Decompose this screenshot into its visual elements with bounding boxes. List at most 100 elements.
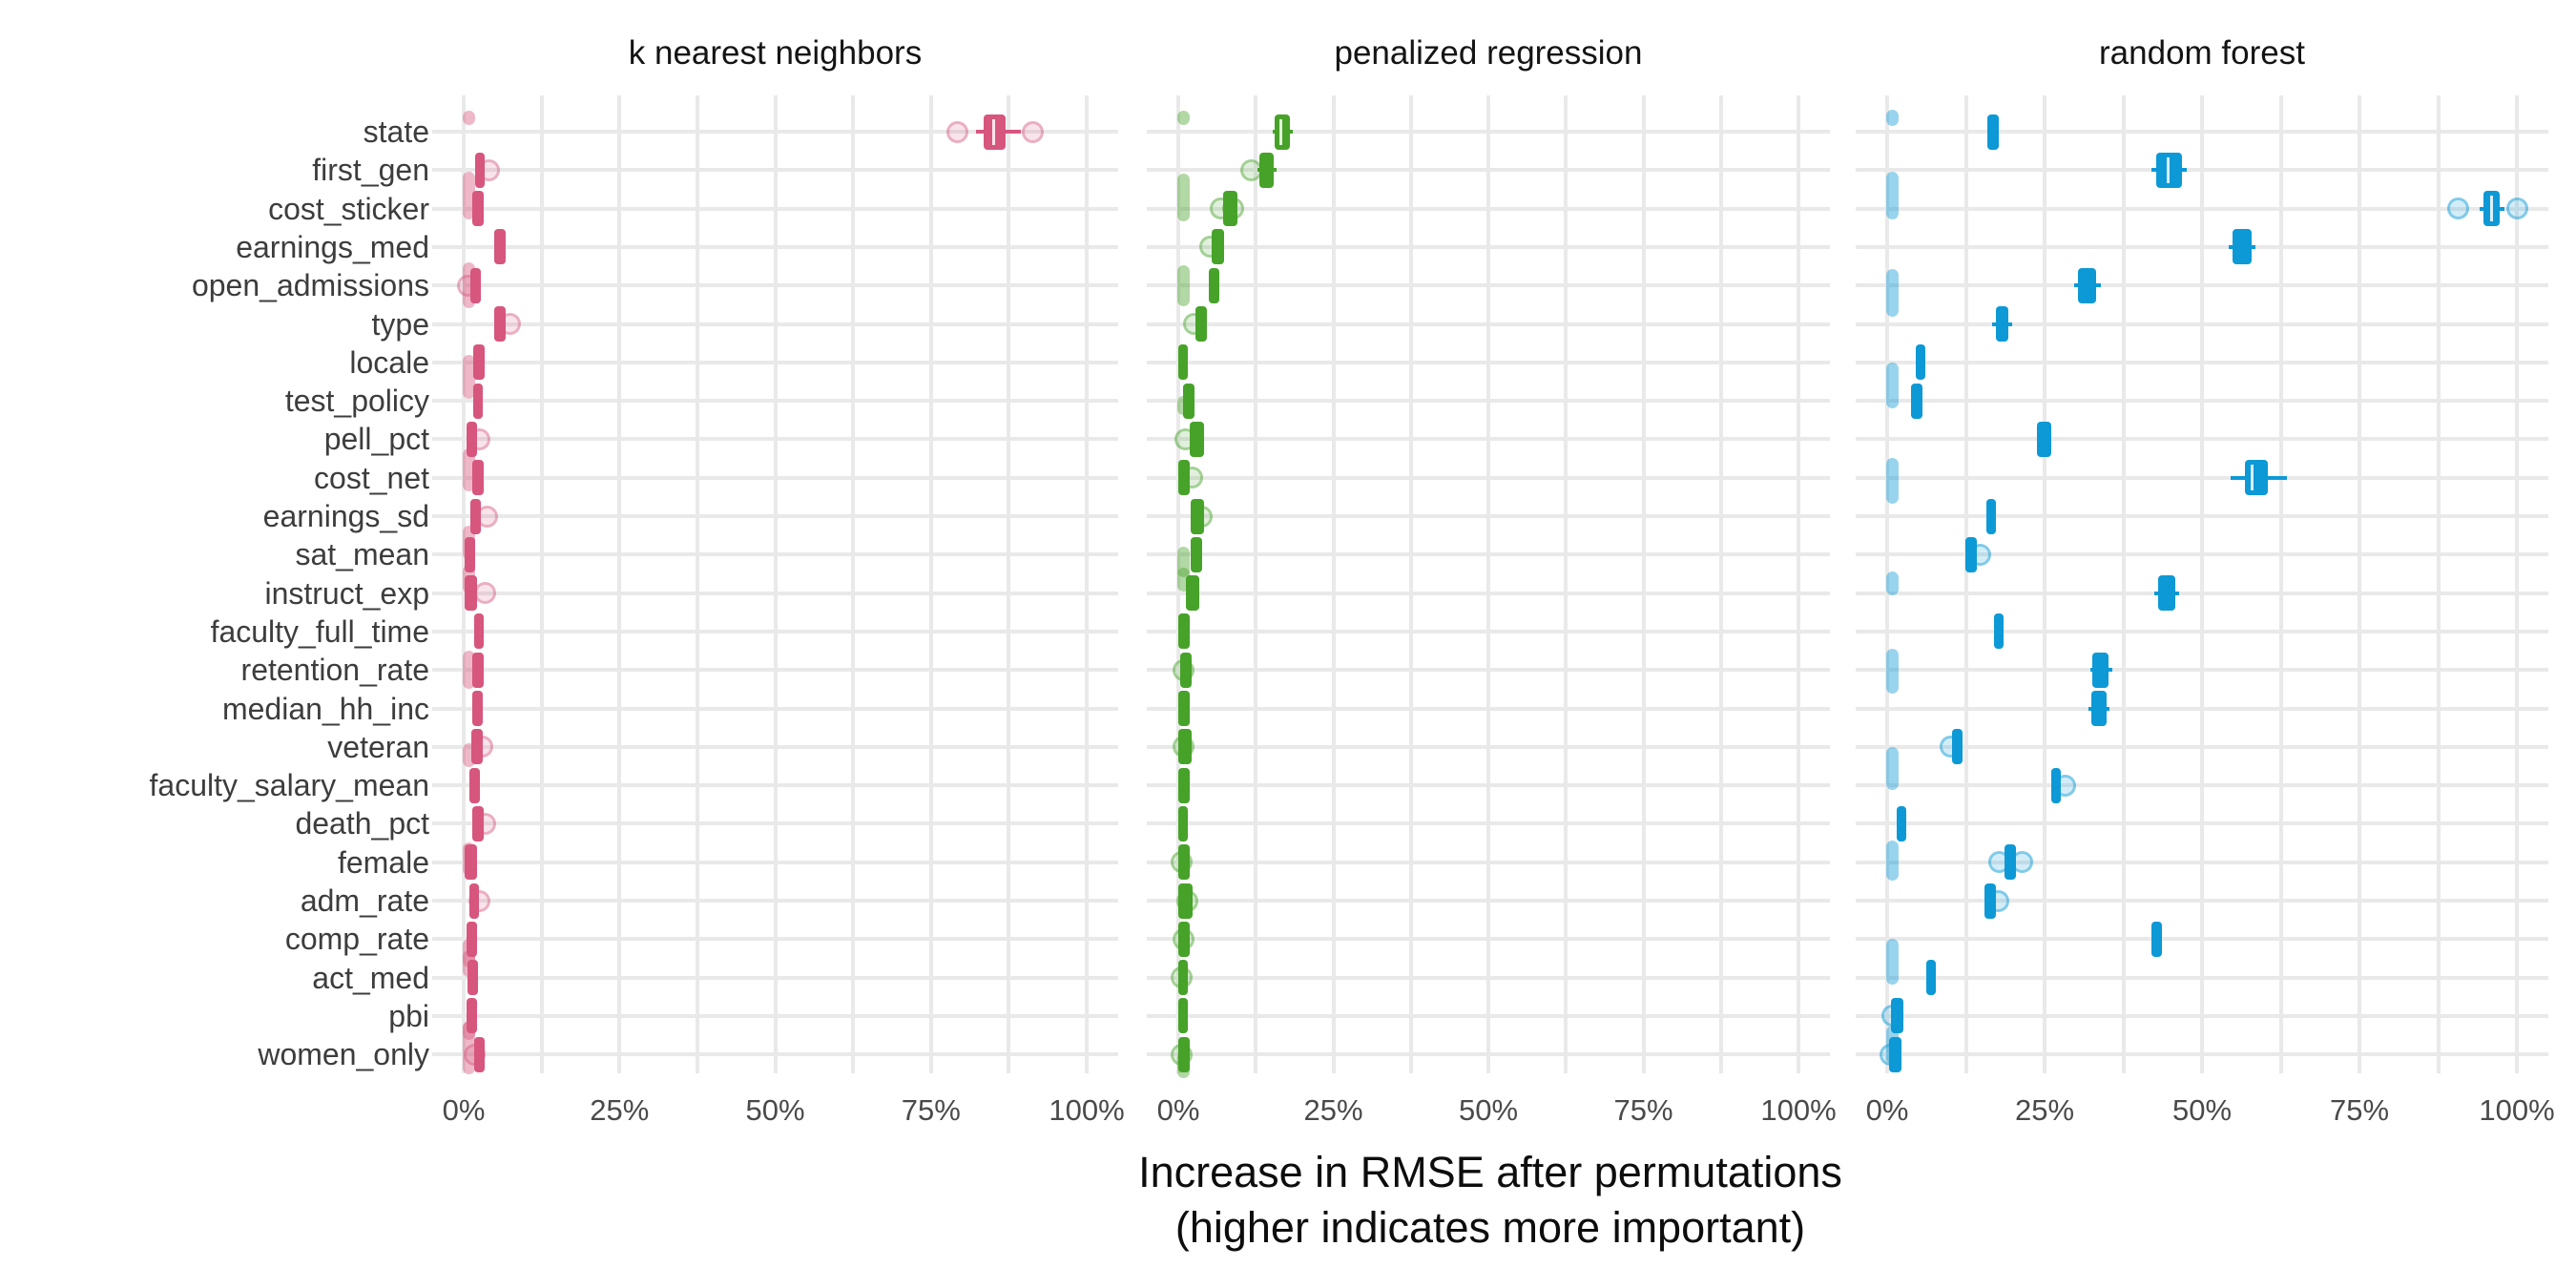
boxplot-box-test_policy bbox=[1911, 383, 1922, 419]
gridline-horizontal bbox=[432, 1052, 1118, 1057]
gridline-horizontal bbox=[1147, 975, 1830, 980]
facet-title-penalized-regression: penalized regression bbox=[1334, 34, 1643, 72]
gridline-horizontal bbox=[432, 360, 1118, 364]
y-axis-label-retention_rate: retention_rate bbox=[240, 653, 429, 688]
outlier-point bbox=[2505, 197, 2528, 220]
boxplot-box-veteran bbox=[470, 729, 483, 765]
y-axis-label-comp_rate: comp_rate bbox=[284, 922, 429, 957]
gridline-horizontal bbox=[1147, 514, 1830, 518]
gridline-horizontal bbox=[432, 244, 1118, 249]
gridline-horizontal bbox=[1147, 437, 1830, 442]
gridline-horizontal bbox=[1856, 168, 2548, 173]
y-axis-label-instruct_exp: instruct_exp bbox=[264, 575, 429, 611]
y-axis-label-sat_mean: sat_mean bbox=[295, 537, 429, 572]
y-axis-label-cost_net: cost_net bbox=[314, 460, 429, 495]
y-axis-label-first_gen: first_gen bbox=[312, 153, 429, 188]
y-axis-label-open_admissions: open_admissions bbox=[191, 268, 429, 303]
boxplot-box-cost_net bbox=[472, 460, 484, 496]
boxplot-box-cost_sticker bbox=[1222, 191, 1237, 227]
boxplot-box-first_gen bbox=[474, 152, 486, 188]
x-tick-label: 50% bbox=[1458, 1093, 1519, 1127]
gridline-horizontal bbox=[1856, 783, 2548, 788]
boxplot-box-locale bbox=[472, 344, 485, 381]
jitter-cluster bbox=[1885, 109, 1899, 126]
boxplot-box-earnings_sd bbox=[1191, 498, 1205, 534]
y-axis-label-women_only: women_only bbox=[258, 1037, 429, 1072]
boxplot-box-faculty_full_time bbox=[1994, 613, 2005, 650]
gridline-horizontal bbox=[1856, 130, 2548, 134]
panel-random-forest bbox=[1856, 95, 2548, 1073]
gridline-horizontal bbox=[1856, 668, 2548, 673]
gridline-horizontal bbox=[1147, 937, 1830, 942]
boxplot-box-open_admissions bbox=[2077, 267, 2097, 303]
jitter-cluster bbox=[462, 171, 475, 219]
gridline-horizontal bbox=[1147, 629, 1830, 634]
panel-penalized-regression bbox=[1147, 95, 1830, 1079]
y-axis-label-earnings_sd: earnings_sd bbox=[262, 499, 429, 533]
gridline-horizontal bbox=[1856, 629, 2548, 634]
gridline-vertical bbox=[1254, 95, 1258, 1073]
gridline-horizontal bbox=[432, 1013, 1118, 1018]
boxplot-box-type bbox=[1195, 306, 1207, 342]
boxplot-box-faculty_full_time bbox=[474, 613, 485, 650]
gridline-horizontal bbox=[432, 168, 1118, 173]
outlier-point bbox=[473, 582, 496, 605]
gridline-vertical bbox=[462, 95, 466, 1073]
boxplot-box-pbi bbox=[1178, 998, 1188, 1034]
boxplot-box-type bbox=[1996, 306, 2008, 342]
gridline-horizontal bbox=[1147, 668, 1830, 673]
y-axis-label-state: state bbox=[363, 114, 429, 149]
boxplot-box-sat_mean bbox=[465, 536, 475, 572]
gridline-vertical bbox=[1885, 95, 1889, 1073]
gridline-horizontal bbox=[432, 437, 1118, 442]
boxplot-box-comp_rate bbox=[1178, 921, 1190, 957]
x-axis-title-line1: Increase in RMSE after permutations bbox=[1138, 1148, 1842, 1196]
boxplot-box-comp_rate bbox=[2151, 921, 2163, 957]
boxplot-median bbox=[1279, 118, 1283, 145]
gridline-horizontal bbox=[432, 706, 1118, 711]
gridline-vertical bbox=[1085, 95, 1089, 1073]
gridline-horizontal bbox=[432, 514, 1118, 518]
gridline-horizontal bbox=[432, 322, 1118, 326]
y-axis-label-faculty_full_time: faculty_full_time bbox=[210, 613, 429, 649]
jitter-cluster bbox=[462, 448, 475, 492]
boxplot-box-faculty_salary_mean bbox=[468, 767, 480, 803]
gridline-horizontal bbox=[432, 860, 1118, 864]
boxplot-box-veteran bbox=[1951, 729, 1963, 765]
y-axis-label-pbi: pbi bbox=[388, 998, 429, 1033]
x-tick-label: 75% bbox=[901, 1093, 961, 1127]
boxplot-box-female bbox=[465, 844, 477, 881]
gridline-horizontal bbox=[1147, 322, 1830, 326]
jitter-cluster bbox=[1176, 173, 1190, 221]
boxplot-box-faculty_full_time bbox=[1178, 613, 1190, 650]
boxplot-box-median_hh_inc bbox=[1178, 691, 1190, 726]
boxplot-box-first_gen bbox=[1258, 152, 1275, 188]
boxplot-box-cost_sticker bbox=[472, 191, 484, 227]
gridline-vertical bbox=[2515, 95, 2519, 1073]
gridline-horizontal bbox=[1856, 437, 2548, 442]
boxplot-box-instruct_exp bbox=[2157, 575, 2176, 612]
boxplot-box-type bbox=[493, 306, 506, 342]
gridline-horizontal bbox=[1147, 783, 1830, 788]
x-tick-label: 50% bbox=[2171, 1093, 2233, 1127]
gridline-horizontal bbox=[432, 283, 1118, 288]
jitter-cluster bbox=[1885, 571, 1899, 596]
gridline-horizontal bbox=[1147, 706, 1830, 711]
boxplot-box-locale bbox=[1178, 344, 1188, 381]
boxplot-box-median_hh_inc bbox=[472, 691, 483, 726]
y-axis-label-locale: locale bbox=[349, 344, 429, 380]
gridline-vertical bbox=[2200, 95, 2204, 1073]
boxplot-box-pbi bbox=[466, 998, 477, 1034]
jitter-cluster bbox=[1176, 547, 1190, 578]
gridline-vertical bbox=[1797, 95, 1800, 1073]
y-axis-label-act_med: act_med bbox=[312, 960, 429, 995]
gridline-horizontal bbox=[1147, 168, 1830, 173]
boxplot-box-test_policy bbox=[472, 383, 483, 419]
boxplot-median bbox=[991, 118, 995, 145]
x-tick-label: 0% bbox=[1865, 1093, 1909, 1127]
boxplot-box-open_admissions bbox=[1208, 267, 1219, 303]
boxplot-box-retention_rate bbox=[472, 652, 484, 688]
x-tick-label: 0% bbox=[1156, 1093, 1200, 1127]
y-axis-label-faculty_salary_mean: faculty_salary_mean bbox=[149, 768, 429, 803]
facet-title-random-forest: random forest bbox=[2099, 34, 2305, 72]
